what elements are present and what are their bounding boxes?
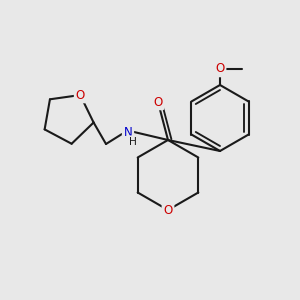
Text: O: O (164, 203, 172, 217)
Text: O: O (215, 62, 225, 76)
Text: N: N (124, 125, 132, 139)
Text: O: O (153, 95, 163, 109)
Text: H: H (129, 137, 137, 147)
Text: O: O (76, 88, 85, 101)
